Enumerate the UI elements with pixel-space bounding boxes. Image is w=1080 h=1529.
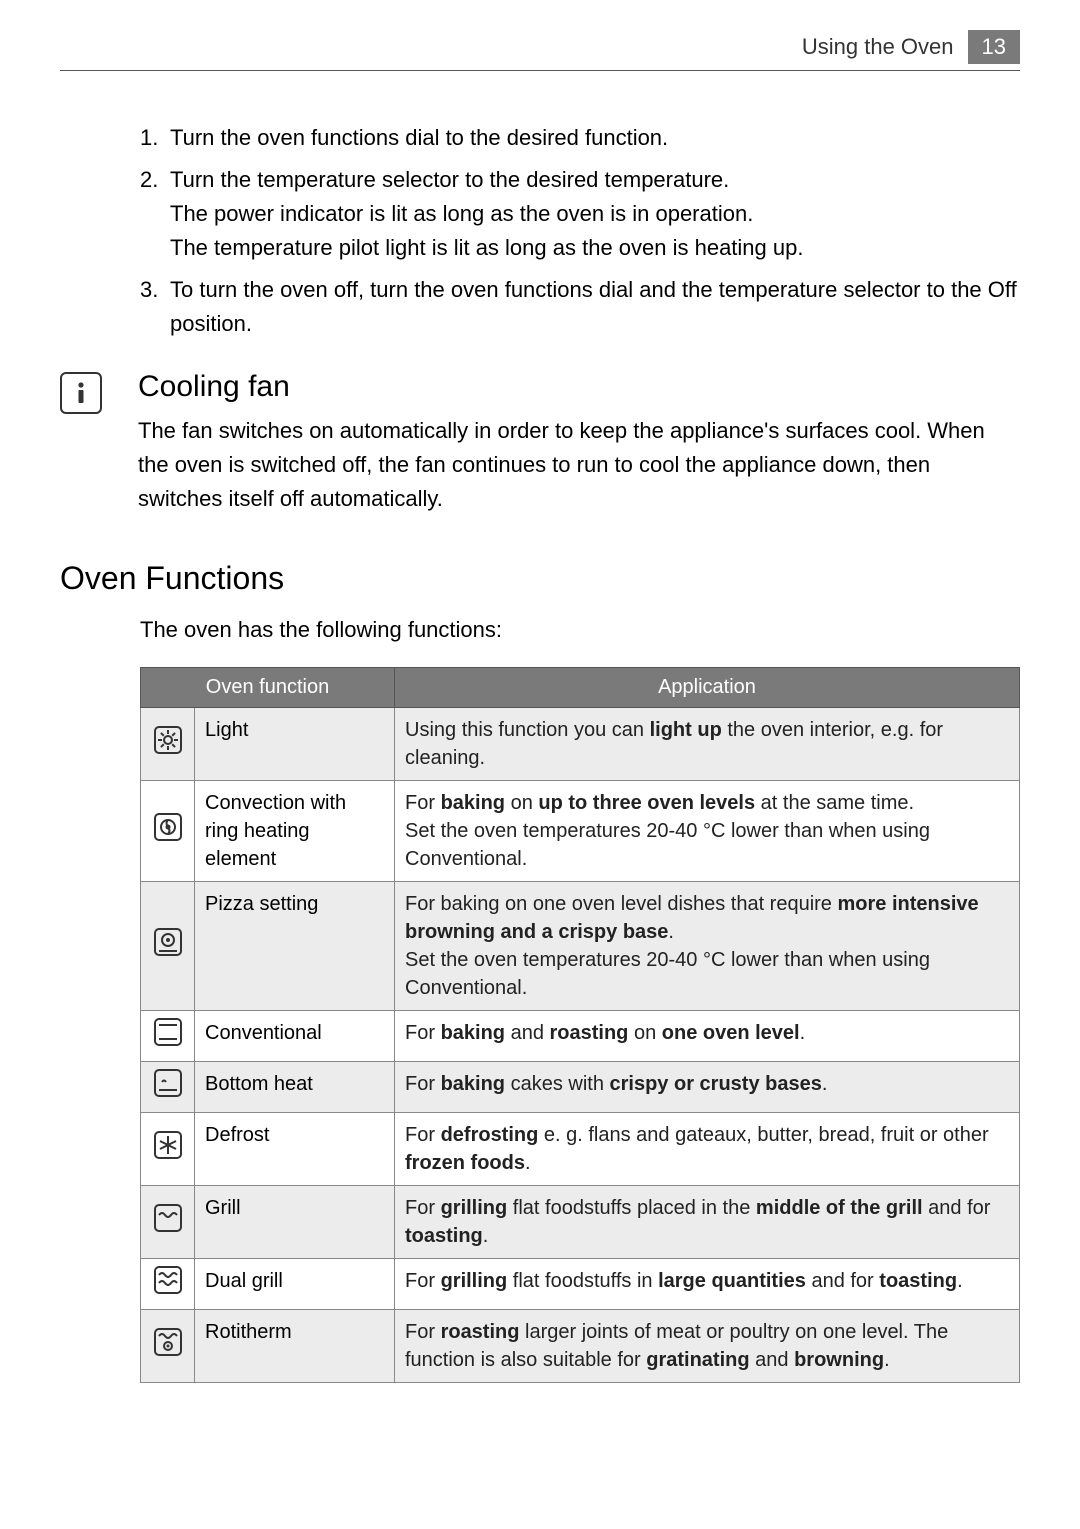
step-line: Turn the oven functions dial to the desi… <box>170 121 1020 155</box>
table-row: Pizza settingFor baking on one oven leve… <box>141 881 1020 1010</box>
step-number: 3. <box>140 273 170 341</box>
bottom-heat-icon <box>141 1061 195 1112</box>
rotitherm-icon <box>141 1309 195 1382</box>
function-name: Dual grill <box>195 1258 395 1309</box>
cooling-fan-section: Cooling fan The fan switches on automati… <box>60 370 1020 516</box>
convection-ring-icon <box>141 780 195 881</box>
col-header-application: Application <box>395 667 1020 707</box>
table-row: Bottom heatFor baking cakes with crispy … <box>141 1061 1020 1112</box>
table-row: LightUsing this function you can light u… <box>141 707 1020 780</box>
page-header: Using the Oven 13 <box>60 30 1020 71</box>
page-number-badge: 13 <box>968 30 1020 64</box>
step-line: The temperature pilot light is lit as lo… <box>170 231 1020 265</box>
grill-icon <box>141 1185 195 1258</box>
dual-grill-icon <box>141 1258 195 1309</box>
cooling-fan-title: Cooling fan <box>138 370 1020 404</box>
step-line: Turn the temperature selector to the des… <box>170 163 1020 197</box>
step-body: Turn the oven functions dial to the desi… <box>170 121 1020 155</box>
function-application: For defrosting e. g. flans and gateaux, … <box>395 1112 1020 1185</box>
function-name: Grill <box>195 1185 395 1258</box>
function-application: For roasting larger joints of meat or po… <box>395 1309 1020 1382</box>
function-name: Rotitherm <box>195 1309 395 1382</box>
function-name: Pizza setting <box>195 881 395 1010</box>
conventional-icon <box>141 1010 195 1061</box>
defrost-icon <box>141 1112 195 1185</box>
oven-functions-intro: The oven has the following functions: <box>140 617 1020 643</box>
info-icon <box>60 372 102 414</box>
step-body: Turn the temperature selector to the des… <box>170 163 1020 265</box>
function-application: For baking on up to three oven levels at… <box>395 780 1020 881</box>
function-application: For baking on one oven level dishes that… <box>395 881 1020 1010</box>
step-number: 2. <box>140 163 170 265</box>
steps-list: 1.Turn the oven functions dial to the de… <box>60 121 1020 342</box>
step-line: The power indicator is lit as long as th… <box>170 197 1020 231</box>
step-number: 1. <box>140 121 170 155</box>
table-row: Dual grillFor grilling flat foodstuffs i… <box>141 1258 1020 1309</box>
function-name: Light <box>195 707 395 780</box>
function-name: Defrost <box>195 1112 395 1185</box>
function-name: Conventional <box>195 1010 395 1061</box>
function-name: Bottom heat <box>195 1061 395 1112</box>
table-row: DefrostFor defrosting e. g. flans and ga… <box>141 1112 1020 1185</box>
function-application: Using this function you can light up the… <box>395 707 1020 780</box>
light-icon <box>141 707 195 780</box>
table-row: GrillFor grilling flat foodstuffs placed… <box>141 1185 1020 1258</box>
cooling-fan-body: The fan switches on automatically in ord… <box>138 414 1020 516</box>
pizza-icon <box>141 881 195 1010</box>
step-line: To turn the oven off, turn the oven func… <box>170 273 1020 341</box>
function-application: For grilling flat foodstuffs placed in t… <box>395 1185 1020 1258</box>
table-row: ConventionalFor baking and roasting on o… <box>141 1010 1020 1061</box>
function-application: For baking and roasting on one oven leve… <box>395 1010 1020 1061</box>
step-item: 3.To turn the oven off, turn the oven fu… <box>140 273 1020 341</box>
function-application: For baking cakes with crispy or crusty b… <box>395 1061 1020 1112</box>
table-row: Convection with ring heating elementFor … <box>141 780 1020 881</box>
header-section-title: Using the Oven <box>802 34 954 60</box>
oven-functions-title: Oven Functions <box>60 560 1020 597</box>
step-item: 2.Turn the temperature selector to the d… <box>140 163 1020 265</box>
table-row: RotithermFor roasting larger joints of m… <box>141 1309 1020 1382</box>
step-body: To turn the oven off, turn the oven func… <box>170 273 1020 341</box>
function-application: For grilling flat foodstuffs in large qu… <box>395 1258 1020 1309</box>
oven-functions-table: Oven function Application LightUsing thi… <box>140 667 1020 1383</box>
col-header-function: Oven function <box>141 667 395 707</box>
function-name: Convection with ring heating element <box>195 780 395 881</box>
step-item: 1.Turn the oven functions dial to the de… <box>140 121 1020 155</box>
